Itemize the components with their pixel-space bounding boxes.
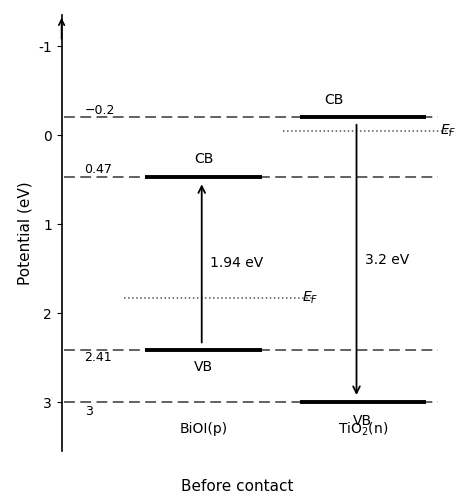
Text: CB: CB <box>324 93 343 107</box>
Text: BiOI(p): BiOI(p) <box>180 422 228 436</box>
Text: VB: VB <box>353 414 373 428</box>
Text: 3.2 eV: 3.2 eV <box>365 253 409 267</box>
Text: 0.47: 0.47 <box>84 163 112 176</box>
Text: $E_\mathregular{F}$: $E_\mathregular{F}$ <box>302 290 319 307</box>
Y-axis label: Potential (eV): Potential (eV) <box>18 182 33 285</box>
Text: −0.2: −0.2 <box>84 104 115 117</box>
Text: $E_\mathregular{F}$: $E_\mathregular{F}$ <box>440 123 456 139</box>
Text: TiO$_2$(n): TiO$_2$(n) <box>337 420 388 437</box>
Text: 2.41: 2.41 <box>84 351 112 364</box>
Text: 1.94 eV: 1.94 eV <box>210 256 264 270</box>
Text: VB: VB <box>194 361 213 374</box>
Text: CB: CB <box>194 152 213 166</box>
Text: Before contact: Before contact <box>181 479 293 494</box>
Text: 3: 3 <box>84 405 92 418</box>
